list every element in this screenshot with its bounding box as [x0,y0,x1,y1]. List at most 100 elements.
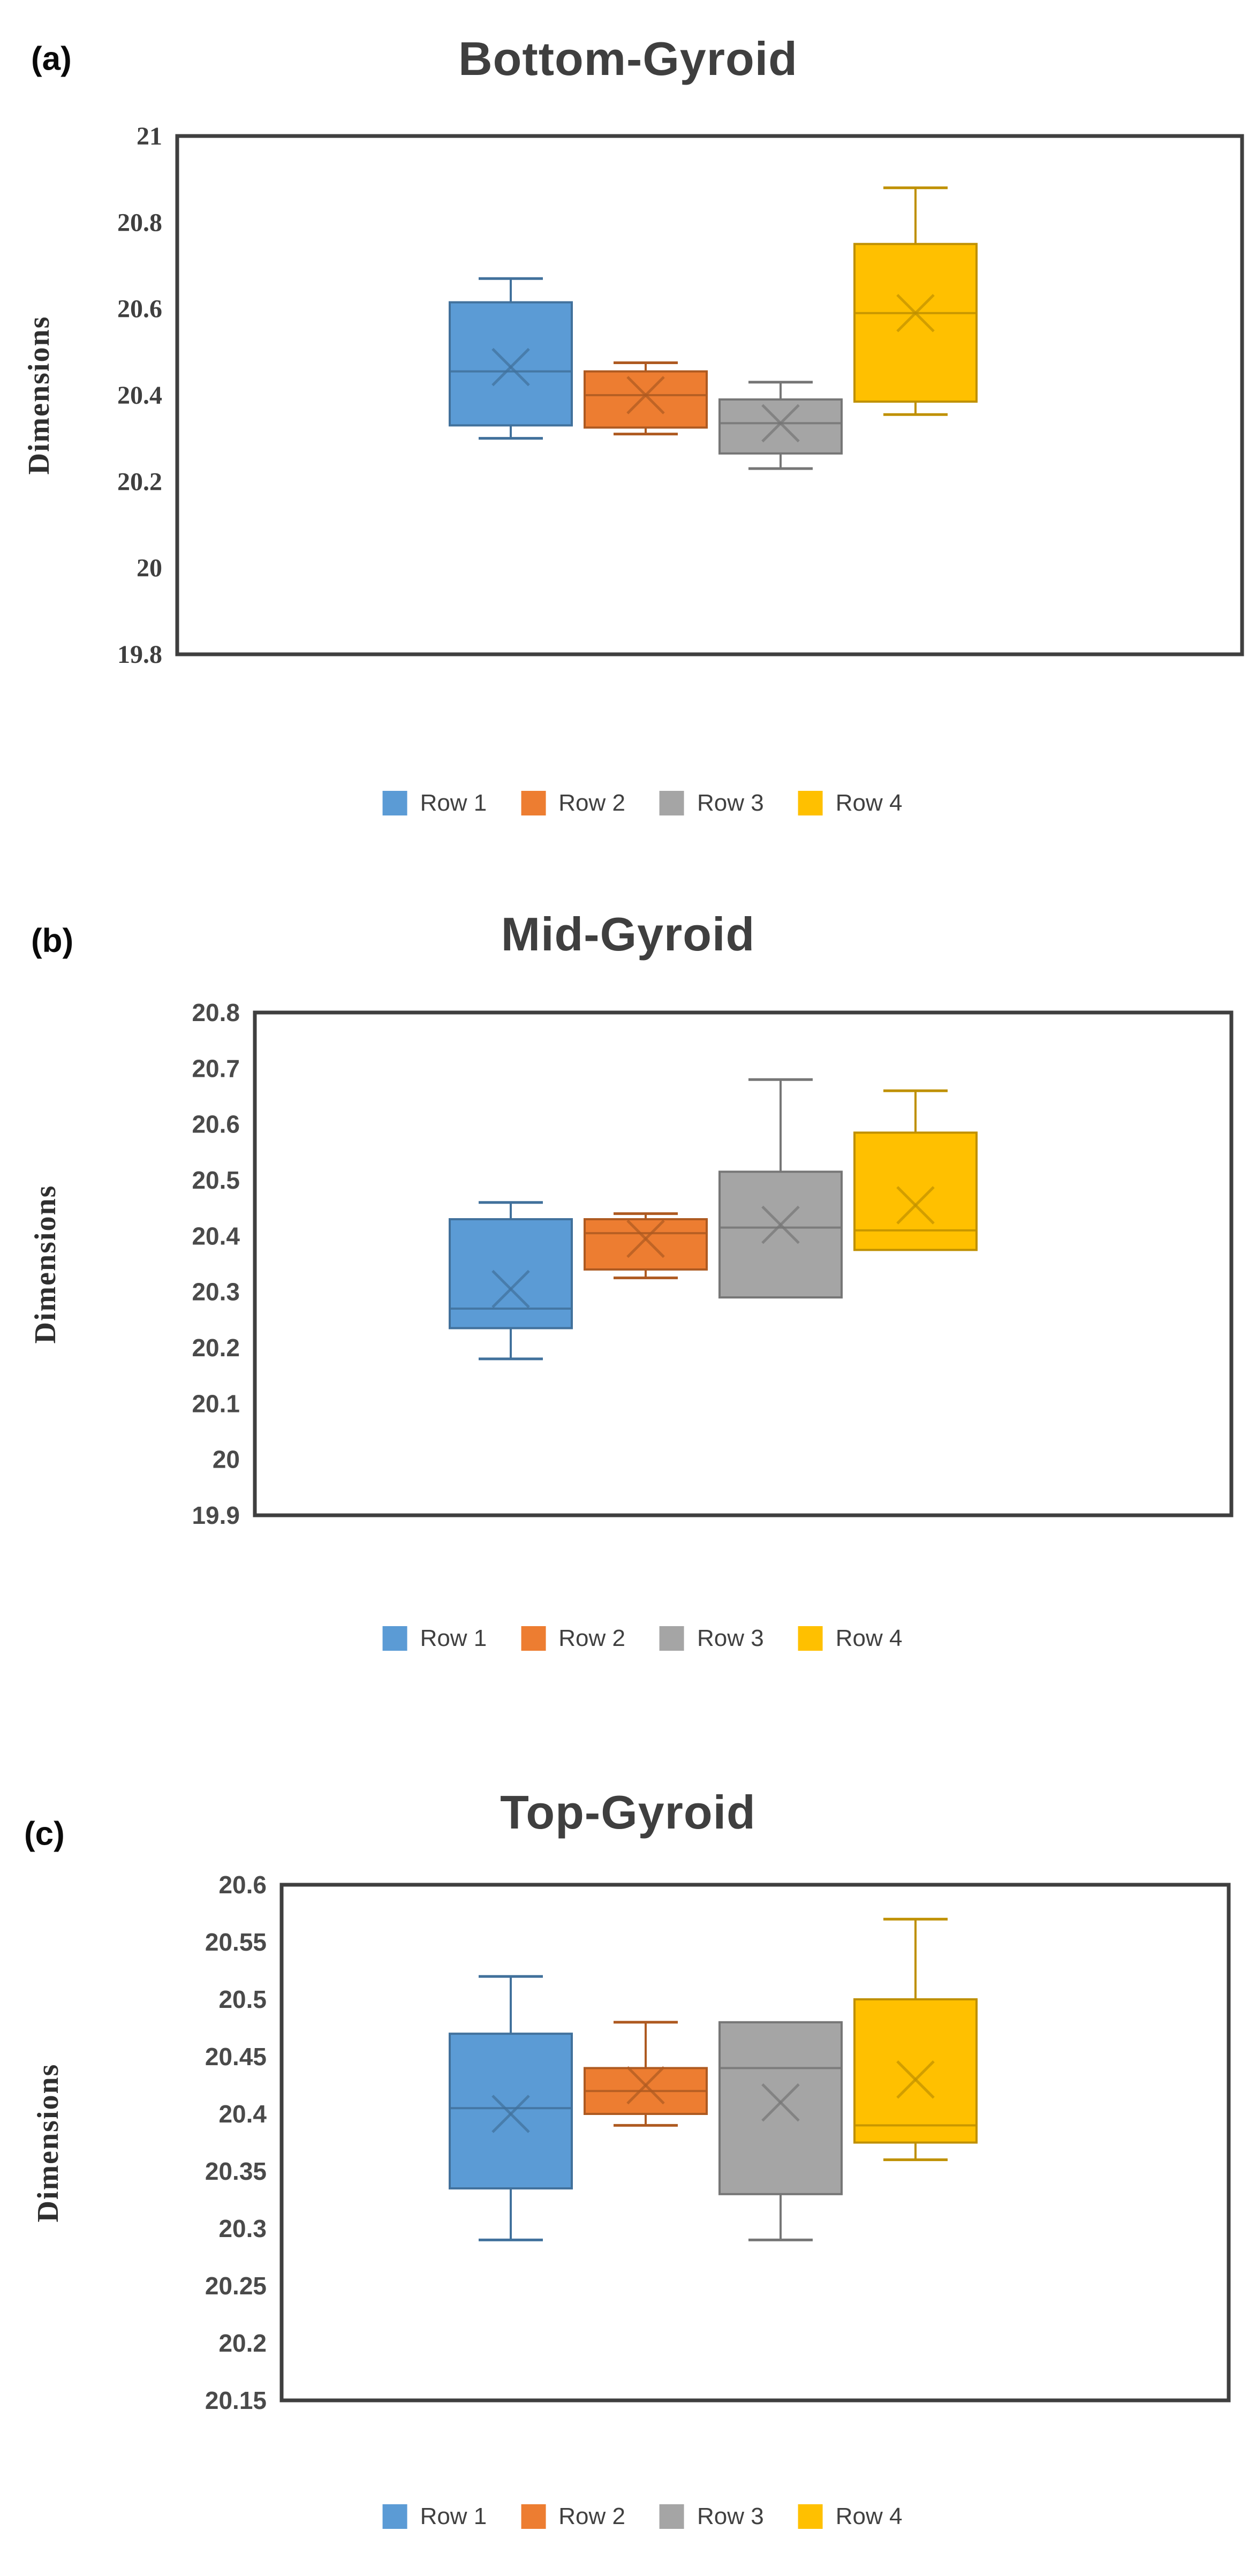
iqr-box [449,301,573,427]
legend-label: Row 1 [420,2503,487,2529]
box-whisker-row-2 [584,2021,708,2127]
legend: Row 1 Row 2 Row 3 Row 4 [382,2503,902,2530]
legend-label: Row 4 [835,1625,903,1651]
y-tick-label: 20.6 [192,1111,240,1138]
y-tick-label: 20.8 [117,208,162,237]
y-tick-label: 19.9 [192,1501,240,1529]
legend-item-row-2: Row 2 [521,1625,625,1652]
legend-swatch-icon [382,791,407,815]
legend: Row 1 Row 2 Row 3 Row 4 [382,790,903,817]
legend-swatch-icon [660,1626,684,1651]
iqr-box [853,243,978,403]
legend-swatch-icon [521,791,546,815]
legend: Row 1 Row 2 Row 3 Row 4 [382,1625,903,1652]
panel-label-c: (c) [24,1815,65,1853]
chart-title-bottom-gyroid: Bottom-Gyroid [458,32,798,85]
legend-swatch-icon [382,1626,407,1651]
iqr-box [718,1170,843,1299]
iqr-box [853,1131,978,1251]
legend-swatch-icon [660,2504,684,2529]
chart-panel-mid-gyroid: (b) Mid-Gyroid Dimensions 20.8 20.7 20.6 20… [0,859,1256,1717]
chart-title-mid-gyroid: Mid-Gyroid [501,908,755,961]
y-tick-label: 20.8 [192,999,240,1026]
legend-item-row-3: Row 3 [660,1625,764,1652]
legend-label: Row 3 [697,790,764,816]
y-tick-label: 20.15 [205,2386,267,2414]
mean-marker [761,1205,800,1244]
chart-panel-top-gyroid: (c) Top-Gyroid Dimensions 20.6 20.55 20.5 2… [0,1717,1256,2576]
legend-label: Row 2 [558,1625,625,1651]
y-tick-label: 20.35 [205,2157,267,2185]
iqr-box [584,370,708,429]
box-whisker-row-3 [718,2021,843,2241]
y-tick-label: 20.3 [218,2215,267,2242]
y-tick-label: 20.1 [192,1389,240,1417]
iqr-box [449,2033,573,2190]
plot-frame [175,134,1244,656]
box-whisker-row-1 [449,1975,573,2241]
y-tick-label: 20.55 [205,1928,267,1956]
chart-panel-bottom-gyroid: (a) Bottom-Gyroid Dimensions 21 20.8 20.6 2… [0,0,1256,859]
legend-swatch-icon [798,1626,823,1651]
legend-item-row-3: Row 3 [660,2503,764,2530]
y-tick-label: 20.5 [192,1166,240,1194]
legend-label: Row 3 [697,1625,764,1651]
y-tick-label: 20 [213,1446,240,1474]
legend-swatch-icon [521,2504,546,2529]
y-tick-label: 20.45 [205,2043,267,2071]
panel-label-a: (a) [31,40,72,78]
box-whisker-row-1 [449,1201,573,1361]
y-tick-label: 20.2 [218,2329,267,2357]
legend-swatch-icon [382,2504,407,2529]
mean-marker [761,2083,800,2122]
legend-label: Row 1 [420,1625,487,1651]
legend-item-row-4: Row 4 [798,2503,902,2530]
y-tick-label: 20.4 [218,2100,267,2128]
legend-item-row-1: Row 1 [382,2503,487,2530]
box-whisker-row-4 [853,186,978,416]
chart-title-top-gyroid: Top-Gyroid [500,1786,756,1839]
legend-swatch-icon [660,791,684,815]
mean-marker [761,404,800,443]
legend-label: Row 2 [558,2503,625,2529]
box-whisker-row-4 [853,1917,978,2162]
legend-label: Row 4 [835,790,903,816]
legend-item-row-3: Row 3 [660,790,764,817]
legend-item-row-4: Row 4 [798,790,903,817]
box-whisker-row-3 [718,1078,843,1299]
iqr-box [853,1998,978,2144]
plot-area: 20.6 20.55 20.5 20.45 20.4 20.35 20.3 20.25 20.2… [205,1871,1231,2414]
y-tick-label: 20.6 [117,295,162,323]
legend-swatch-icon [798,791,823,815]
iqr-box [718,2021,843,2195]
legend-label: Row 3 [697,2503,764,2529]
iqr-box [718,398,843,455]
legend-item-row-2: Row 2 [521,790,625,817]
plot-area: 21 20.8 20.6 20.4 20.2 20 19.8 [117,122,1244,669]
mean-marker [896,2060,935,2099]
iqr-box [584,1218,708,1271]
legend-item-row-1: Row 1 [382,790,487,817]
y-tick-label: 20.2 [192,1334,240,1362]
mean-marker [896,1186,935,1225]
y-tick-label: 20.5 [218,1985,267,2013]
legend-swatch-icon [521,1626,546,1651]
box-whisker-row-3 [718,381,843,470]
y-tick-label: 20 [137,554,162,583]
legend-item-row-1: Row 1 [382,1625,487,1652]
y-tick-label: 20.4 [117,381,162,410]
y-tick-label: 20.25 [205,2272,267,2300]
panel-label-b: (b) [31,922,74,960]
y-tick-label: 20.4 [192,1222,240,1250]
mean-marker [626,1219,665,1258]
mean-marker [491,348,530,387]
iqr-box [449,1218,573,1329]
y-tick-label: 20.6 [218,1871,267,1899]
box-whisker-row-2 [584,361,708,436]
mean-marker [491,1270,530,1309]
y-tick-label: 20.2 [117,467,162,496]
mean-marker [626,2066,665,2105]
legend-label: Row 2 [558,790,625,816]
legend-item-row-2: Row 2 [521,2503,625,2530]
